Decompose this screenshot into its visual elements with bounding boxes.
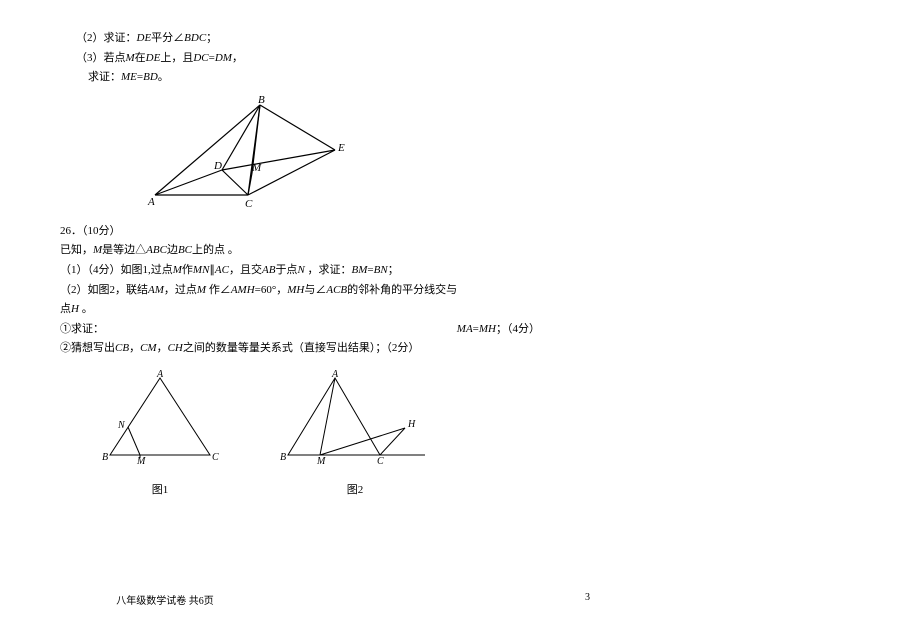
page-footer: 八年级数学试卷 共6页 3 (0, 592, 920, 607)
q26-header: 26．（10分） (60, 223, 540, 241)
svg-text:A: A (156, 370, 164, 380)
q26-sub2c-left: ①求证： (60, 323, 104, 335)
q25-sub2: （2）求证：DE平分∠BDC； (60, 30, 540, 48)
label-M: M (251, 162, 262, 174)
figure-25: A B C D E M (140, 95, 540, 215)
exam-content: （2）求证：DE平分∠BDC； （3）若点M在DE上，且DC=DM， 求证：ME… (60, 30, 540, 497)
svg-text:N: N (117, 420, 126, 431)
label-A: A (147, 196, 155, 208)
svg-text:B: B (102, 452, 108, 463)
label-B: B (258, 95, 265, 106)
label-D: D (213, 160, 222, 172)
q26-sub2c-right: MA=MH；（4分） (457, 321, 540, 339)
q26-sub2b: 点H 。 (60, 301, 540, 319)
svg-text:B: B (280, 452, 286, 463)
q26-sub1: （1）（4分）如图1,过点M作MN∥AC，且交AB于点N ，求证：BM=BN； (60, 262, 540, 280)
figure-26-row: A B C M N 图1 A B (100, 370, 540, 497)
fig2-label: 图2 (347, 481, 364, 497)
svg-text:H: H (407, 419, 416, 430)
footer-page-number: 3 (330, 592, 590, 607)
svg-text:A: A (331, 370, 339, 380)
q26-sub2c: ①求证： MA=MH；（4分） (60, 321, 540, 339)
q26-sub2a: （2）如图2，联结AM，过点M 作∠AMH=60°，MH与∠ACB的邻补角的平分… (60, 282, 540, 300)
figure-26-1: A B C M N 图1 (100, 370, 220, 497)
footer-text: 八年级数学试卷 共6页 (0, 592, 330, 607)
figure-26-2: A B C M H 图2 (280, 370, 430, 497)
q25-sub3b: 求证：ME=BD。 (60, 69, 540, 87)
q26-given: 已知，M是等边△ABC边BC上的点 。 (60, 242, 540, 260)
label-C: C (245, 198, 253, 210)
svg-text:M: M (316, 456, 326, 465)
fig1-label: 图1 (152, 481, 169, 497)
svg-text:C: C (377, 456, 384, 465)
q26-sub2d: ②猜想写出CB，CM，CH之间的数量等量关系式（直接写出结果）；（2分） (60, 340, 540, 358)
svg-text:M: M (136, 456, 146, 465)
label-E: E (337, 142, 345, 154)
svg-text:C: C (212, 452, 219, 463)
q25-sub3a: （3）若点M在DE上，且DC=DM， (60, 50, 540, 68)
